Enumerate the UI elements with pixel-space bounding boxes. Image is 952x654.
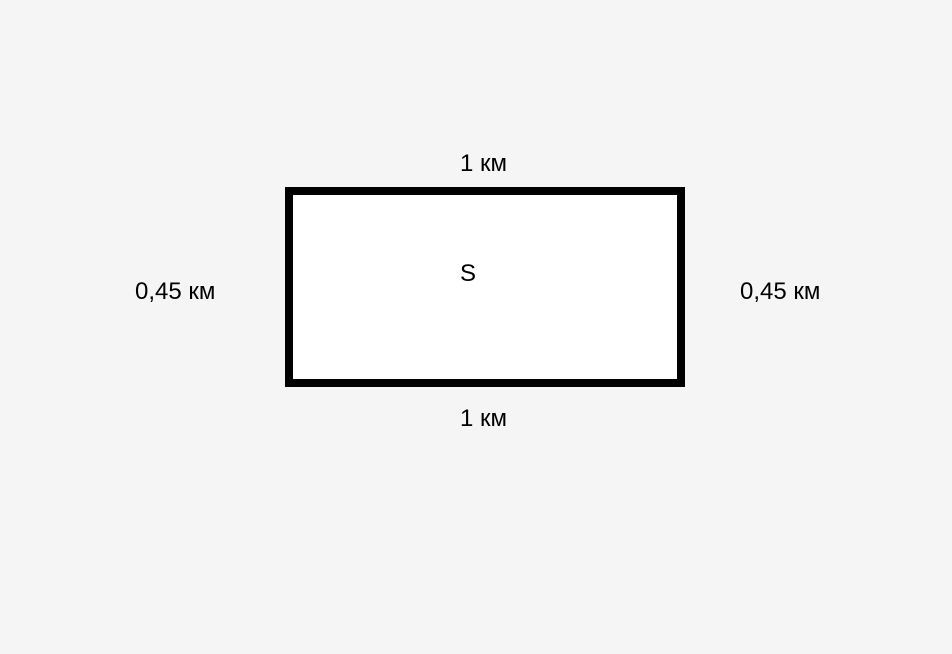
label-bottom: 1 км <box>460 405 507 433</box>
diagram-canvas: 1 км 1 км 0,45 км 0,45 км S <box>0 0 952 654</box>
label-left: 0,45 км <box>135 278 215 306</box>
label-top: 1 км <box>460 150 507 178</box>
label-center-area: S <box>460 260 476 288</box>
label-right: 0,45 км <box>740 278 820 306</box>
rectangle-shape <box>285 187 685 387</box>
